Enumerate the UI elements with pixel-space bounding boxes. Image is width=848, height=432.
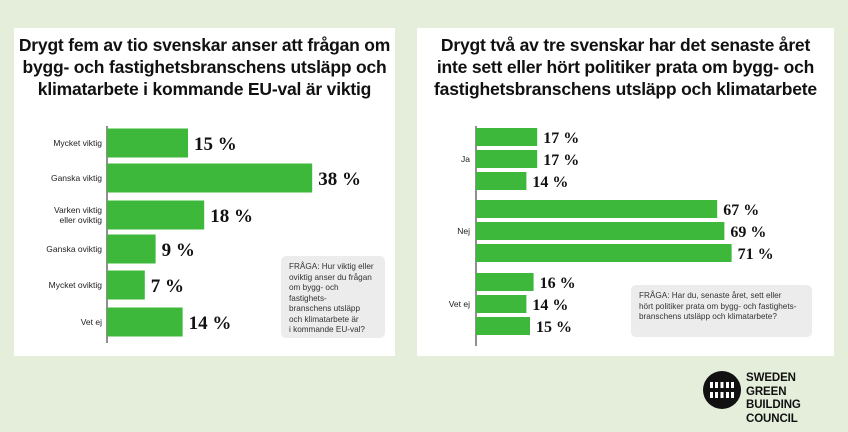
left-bar <box>107 270 145 300</box>
sgbc-logo: SWEDEN GREEN BUILDING COUNCIL <box>702 370 842 425</box>
left-value-label: 7 % <box>151 276 184 297</box>
right-category-label: Vet ej <box>449 299 470 309</box>
left-category-label: Ganska viktig <box>51 173 102 183</box>
left-value-label: 18 % <box>210 206 253 227</box>
left-value-label: 14 % <box>189 313 232 334</box>
right-category-label: Ja <box>461 154 470 164</box>
right-bar <box>476 172 527 190</box>
right-bar <box>476 200 718 218</box>
right-bar <box>476 222 725 240</box>
left-bar <box>107 234 156 264</box>
left-category-label: Varken viktig eller oviktig <box>54 205 102 225</box>
right-value-label: 69 % <box>730 224 766 241</box>
left-question-box: FRÅGA: Hur viktig eller oviktig anser du… <box>281 256 385 338</box>
right-category-label: Nej <box>457 226 470 236</box>
right-bar-chart: Ja 17 % 17 % 14 % Nej 67 % 69 % 71 % Vet ej 16 % 1… <box>449 126 774 346</box>
right-value-label: 14 % <box>532 174 568 191</box>
right-value-label: 14 % <box>532 297 568 314</box>
right-value-label: 17 % <box>543 130 579 147</box>
right-chart-panel: Drygt två av tre svenskar har det senast… <box>417 28 834 356</box>
left-category-label: Mycket oviktig <box>49 280 103 290</box>
left-question-text: FRÅGA: Hur viktig eller oviktig anser du… <box>289 262 374 334</box>
left-category-label: Ganska oviktig <box>46 244 102 254</box>
left-chart-title: Drygt fem av tio svenskar anser att fråg… <box>18 35 391 99</box>
right-value-label: 15 % <box>536 319 572 336</box>
right-bar <box>476 244 732 262</box>
right-value-label: 17 % <box>543 152 579 169</box>
right-value-label: 67 % <box>723 202 759 219</box>
sgbc-logo-text: SWEDEN GREEN BUILDING COUNCIL <box>746 372 801 425</box>
left-bar-chart: Mycket viktig 15 % Ganska viktig 38 % Varken… <box>46 126 361 343</box>
left-bar <box>107 200 205 230</box>
right-value-label: 16 % <box>540 275 576 292</box>
left-bar <box>107 307 183 337</box>
right-question-box: FRÅGA: Har du, senaste året, sett eller … <box>631 285 812 337</box>
right-bar <box>476 150 538 168</box>
left-value-label: 9 % <box>162 240 195 261</box>
right-value-label: 71 % <box>738 246 774 263</box>
right-question-text: FRÅGA: Har du, senaste året, sett eller … <box>639 291 797 321</box>
sgbc-logo-icon <box>703 371 741 409</box>
right-bar <box>476 128 538 146</box>
left-bar <box>107 163 313 193</box>
right-bar <box>476 295 527 313</box>
right-bar <box>476 273 534 291</box>
left-category-label: Mycket viktig <box>53 138 102 148</box>
left-bar <box>107 128 188 158</box>
right-bar <box>476 317 530 335</box>
left-chart-panel: Drygt fem av tio svenskar anser att fråg… <box>14 28 395 356</box>
left-category-label: Vet ej <box>81 317 102 327</box>
left-value-label: 15 % <box>194 134 237 155</box>
left-value-label: 38 % <box>318 169 361 190</box>
right-chart-title: Drygt två av tre svenskar har det senast… <box>434 35 817 99</box>
